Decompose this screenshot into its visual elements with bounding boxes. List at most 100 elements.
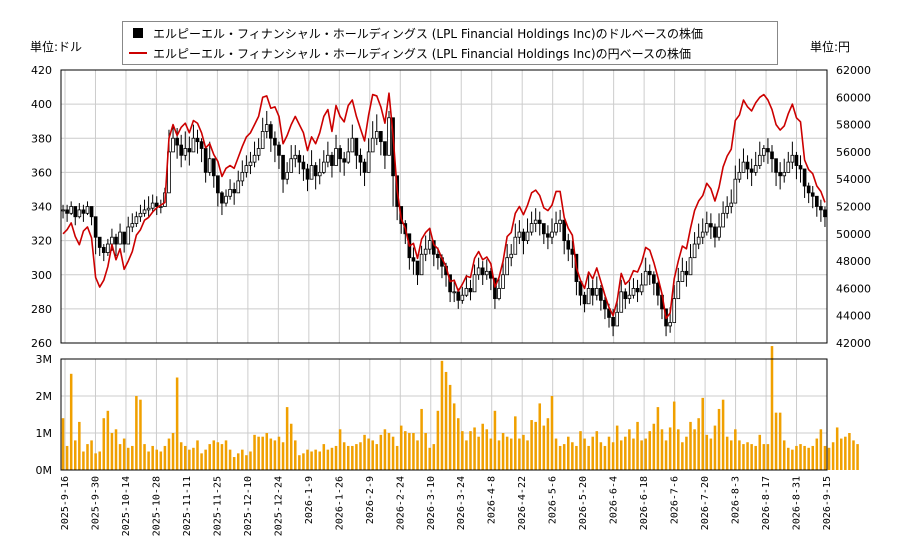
date-tick-label: 2026-4-22	[517, 476, 528, 530]
date-tick-label: 2026-8-31	[792, 476, 803, 530]
volume-bar	[73, 440, 77, 470]
price-tick-label: 300	[31, 269, 52, 282]
price-tick-label: 420	[31, 64, 52, 77]
volume-bar	[509, 438, 513, 470]
candle-body	[501, 274, 505, 289]
volume-bar	[791, 449, 794, 470]
volume-bar	[766, 444, 770, 470]
volume-bar	[778, 412, 782, 470]
volume-bar	[575, 445, 578, 470]
candle-body	[301, 161, 306, 170]
candle-body	[456, 291, 461, 301]
candle-body	[554, 223, 558, 233]
legend-label-dollar: エルピーエル・フィナンシャル・ホールディングス (LPL Financial H…	[153, 26, 703, 41]
volume-bar	[648, 431, 652, 470]
volume-bar	[562, 444, 566, 470]
volume-bar	[224, 440, 228, 470]
date-tick-label: 2026-5-20	[578, 476, 589, 530]
candle-body	[175, 137, 179, 146]
yen-line	[62, 92, 826, 320]
candle-body	[680, 270, 685, 282]
candle-body	[823, 209, 827, 218]
candle-body	[419, 253, 424, 276]
volume-bar	[416, 440, 419, 470]
volume-bar	[644, 438, 647, 470]
plot-frames	[60, 69, 828, 471]
volume-bar	[803, 445, 806, 470]
volume-bar	[660, 429, 664, 470]
candle-body	[126, 226, 131, 245]
volume-bar	[216, 442, 220, 470]
candle-body	[794, 154, 799, 166]
candle-body	[297, 154, 302, 163]
candle-body	[704, 223, 709, 233]
volume-bar	[408, 433, 411, 470]
price-tick-label: 360	[31, 166, 52, 179]
volume-bar	[404, 431, 407, 470]
volume-bar	[395, 445, 399, 470]
volume-bar	[554, 438, 558, 470]
candle-body	[509, 253, 514, 259]
volume-bar	[212, 440, 216, 470]
volume-bar	[306, 449, 309, 470]
yen-tick-label: 54000	[836, 173, 871, 186]
candle-body	[737, 171, 742, 180]
volume-bar	[754, 445, 757, 470]
volume-bar	[717, 408, 721, 470]
candle-body	[525, 231, 530, 242]
candle-body	[423, 248, 428, 255]
candle-body	[762, 148, 766, 156]
volume-bar	[363, 434, 366, 470]
candle-body	[517, 231, 522, 238]
volume-bar	[542, 425, 546, 470]
volume-bar	[534, 421, 537, 470]
legend-item-yen: エルピーエル・フィナンシャル・ホールディングス (LPL Financial H…	[129, 44, 691, 62]
volume-bar	[375, 444, 379, 470]
volume-bar	[98, 451, 101, 470]
candle-body	[819, 206, 823, 211]
volume-bar	[65, 445, 69, 470]
date-tick-label: 2025-9-30	[90, 476, 101, 530]
candle-body	[814, 195, 819, 207]
legend: エルピーエル・フィナンシャル・ホールディングス (LPL Financial H…	[122, 21, 778, 65]
candle-body	[480, 267, 485, 276]
volume-bar	[652, 423, 656, 470]
volume-bar	[465, 440, 468, 470]
candle-body	[203, 148, 208, 173]
volume-bar	[86, 444, 89, 470]
date-tick-label: 2026-8-3	[731, 476, 742, 524]
volume-bar	[310, 451, 313, 470]
volume-bar	[232, 457, 236, 470]
candle-body	[427, 240, 432, 250]
volume-bar	[624, 436, 627, 470]
volume-bar	[742, 444, 745, 470]
candle-body	[468, 287, 473, 293]
volume-bar	[550, 396, 554, 470]
volume-bar	[823, 445, 827, 470]
volume-bar	[379, 434, 383, 470]
right-axis-unit: 単位:円	[810, 40, 851, 54]
volume-bar	[412, 433, 415, 470]
volume-bar	[477, 436, 480, 470]
volume-bar	[314, 449, 317, 470]
date-tick-label: 2025-10-28	[151, 476, 162, 536]
volume-bar	[721, 399, 725, 470]
volume-bar	[371, 440, 374, 470]
candle-body	[431, 240, 436, 255]
candle-body	[647, 270, 652, 276]
candle-body	[615, 311, 619, 327]
volume-bar	[489, 438, 493, 470]
volume-bar	[61, 418, 65, 470]
volume-bar	[501, 433, 505, 470]
volume-bar	[294, 440, 297, 470]
date-tick-label: 2025-11-25	[212, 476, 223, 536]
volume-bar	[184, 445, 187, 470]
candle-body	[150, 202, 155, 209]
date-tick-label: 2026-1-26	[334, 476, 345, 530]
volume-bar	[220, 444, 224, 470]
candle-body	[69, 206, 74, 214]
volume-bar	[456, 418, 460, 470]
volume-bar	[269, 438, 273, 470]
volume-bar	[709, 438, 713, 470]
volume-bar	[94, 453, 97, 470]
